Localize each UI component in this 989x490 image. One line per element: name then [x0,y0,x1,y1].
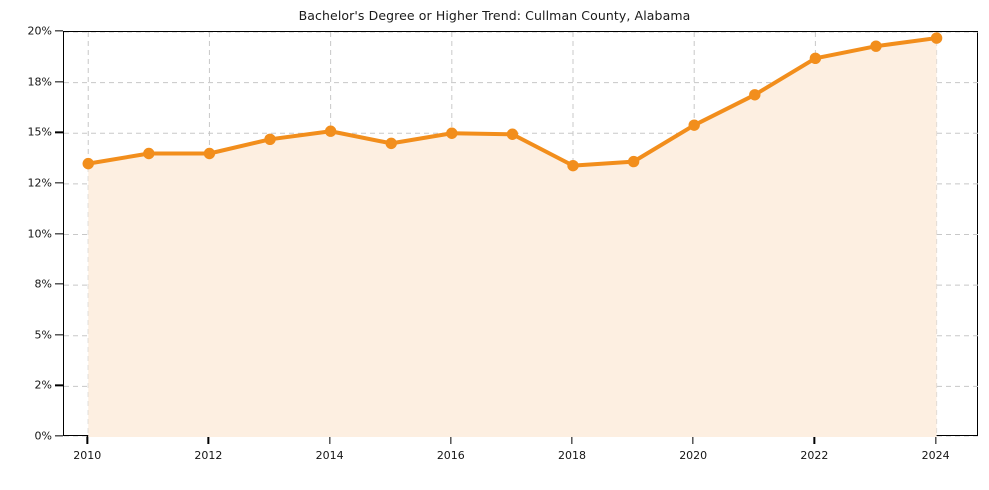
y-axis-tick-mark [55,232,63,235]
y-axis-tick-label: 18% [27,75,52,89]
data-point-marker: 2017: 14.95% [506,128,519,140]
data-point-marker: 2024: 19.7% [930,32,943,44]
chart-title: Bachelor's Degree or Higher Trend: Cullm… [298,8,691,23]
data-marker-group: 2010: 13.5% 2011: 14% 2012: 14% 2013: 14.7%… [82,32,943,172]
data-point-marker: 2019: 13.6% [627,155,640,168]
x-axis-tick-mark [813,436,816,444]
x-axis-tick-mark [207,436,210,444]
x-axis-tick-label: 2010 [73,449,102,462]
x-axis-tick-label: 2014 [315,449,344,462]
x-axis-tick-label: 2018 [558,449,586,462]
data-point-marker: 2014: 15.1% [324,125,337,137]
y-axis-tick-label: 10% [27,227,52,240]
x-axis-tick-label: 2020 [679,449,708,462]
y-axis-tick-label: 2% [34,378,52,392]
data-point-marker: 2021: 16.9% [749,89,761,101]
y-axis-tick-mark [55,182,63,184]
data-point-marker: 2013: 14.7% [264,133,276,146]
y-axis-tick-label: 8% [34,277,52,291]
y-axis-tick-label: 20% [27,24,52,38]
x-axis-tick-label: 2016 [436,449,465,462]
data-point-marker: 2010: 13.5% [82,157,94,170]
y-axis-label-group: 0% 2% 5% 8% 10% 12% 15% 18% 20% [0,0,52,490]
x-axis-tick-mark [328,436,331,444]
y-axis-tick-mark [55,384,63,387]
x-axis-tick-label: 2012 [194,449,223,462]
data-point-marker: 2023: 19.3% [870,40,882,52]
area-fill [88,38,937,437]
data-point-marker: 2011: 14% [143,147,155,160]
y-axis-tick-mark [55,435,63,437]
y-axis-tick-label: 12% [27,176,52,190]
data-point-marker: 2018: 13.4% [567,159,579,172]
y-axis-tick-mark [55,283,63,285]
data-point-marker: 2016: 15% [446,127,458,139]
x-axis-tick-label: 2022 [800,449,829,462]
y-axis-tick-mark [55,80,63,83]
y-axis-tick-mark [55,334,63,336]
x-axis-tick-mark [934,436,937,444]
x-axis-tick-mark [450,436,452,444]
plot-area: 2010: 13.5% 2011: 14% 2012: 14% 2013: 14.7%… [63,31,979,437]
data-point-marker: 2012: 14% [203,147,216,160]
y-axis-tick-label: 15% [27,125,52,139]
y-axis-tick-label: 0% [34,429,52,443]
data-point-marker: 2022: 18.7% [809,52,822,65]
y-axis-tick-label: 5% [34,328,52,342]
data-point-marker: 2015: 14.5% [385,137,397,150]
x-axis-tick-label: 2024 [921,449,950,462]
plot-svg: 2010: 13.5% 2011: 14% 2012: 14% 2013: 14.7%… [64,32,979,437]
y-axis-tick-mark [55,30,63,32]
y-axis-tick-mark [55,131,63,133]
x-axis-tick-mark [571,436,573,444]
data-point-marker: 2020: 15.4% [688,119,700,131]
x-axis-tick-mark [86,436,88,444]
x-axis-tick-mark [692,436,694,444]
